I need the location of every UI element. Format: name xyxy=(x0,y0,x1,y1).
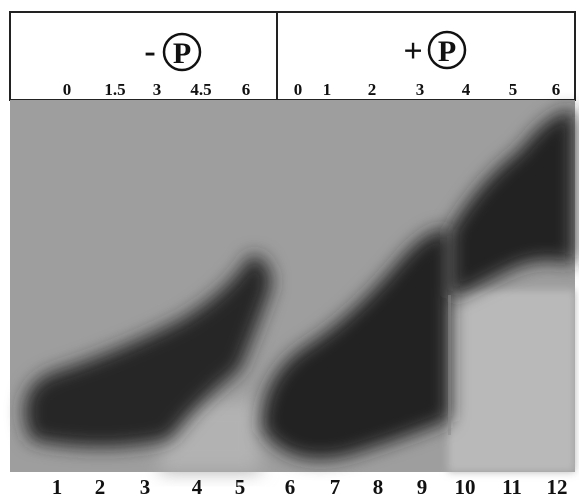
timepoint-label: 4.5 xyxy=(190,80,211,99)
timepoint-label: 1.5 xyxy=(104,80,125,99)
timepoint-label: 5 xyxy=(509,80,518,99)
timepoint-label: 0 xyxy=(63,80,72,99)
lane-number: 8 xyxy=(373,475,384,499)
symbol-left: P xyxy=(173,37,191,70)
lane-number: 2 xyxy=(95,475,106,499)
timepoint-label: 6 xyxy=(242,80,251,99)
gel-figure: - P + P 01.534.560123456123456789101112 xyxy=(0,0,579,500)
timepoint-label: 3 xyxy=(153,80,162,99)
timepoint-label: 1 xyxy=(323,80,332,99)
lane-number: 5 xyxy=(235,475,246,499)
symbol-right: P xyxy=(438,35,456,68)
gel xyxy=(10,100,575,472)
lane-number: 7 xyxy=(330,475,341,499)
timepoint-label: 0 xyxy=(294,80,303,99)
timepoint-label: 2 xyxy=(368,80,377,99)
timepoint-label: 3 xyxy=(416,80,425,99)
lane-number: 10 xyxy=(455,475,476,499)
lane-number: 4 xyxy=(192,475,203,499)
lane-number: 6 xyxy=(285,475,296,499)
lane-number: 12 xyxy=(547,475,568,499)
sign-right: + xyxy=(403,33,422,70)
header-box xyxy=(10,12,575,100)
lane-number: 1 xyxy=(52,475,63,499)
sign-left: - xyxy=(144,33,155,70)
timepoint-label: 4 xyxy=(462,80,471,99)
lane-number: 9 xyxy=(417,475,428,499)
lane-number: 3 xyxy=(140,475,151,499)
lane-number: 11 xyxy=(502,475,522,499)
timepoint-label: 6 xyxy=(552,80,561,99)
